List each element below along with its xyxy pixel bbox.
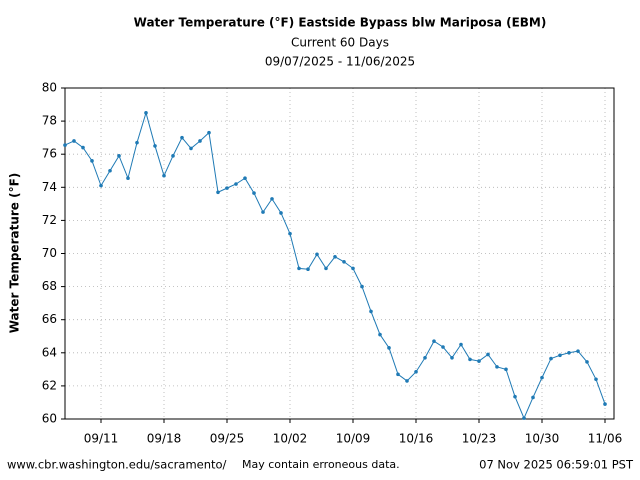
footer-note: May contain erroneous data. [242,458,400,471]
data-point [594,377,598,382]
y-tick-label: 70 [42,246,57,260]
data-point [342,259,346,264]
data-point [288,231,292,236]
data-point [108,168,112,173]
data-point [378,332,382,337]
y-tick-label: 76 [42,147,57,161]
data-point [405,379,409,383]
data-point [180,135,184,140]
chart-subtitle: Current 60 Days [291,36,389,50]
data-point [90,159,94,163]
footer-url: www.cbr.washington.edu/sacramento/ [7,458,227,472]
data-point [441,345,445,349]
data-point [513,394,517,399]
data-point [99,183,103,188]
x-tick-label: 11/06 [588,432,623,446]
data-point [333,255,337,259]
data-point [396,372,400,377]
data-point [306,267,310,272]
data-point [450,355,454,360]
data-point [63,143,67,147]
data-point [459,342,463,347]
data-point [549,356,553,361]
data-point [369,309,373,314]
x-tick-label: 10/30 [525,432,560,446]
x-tick-label: 09/11 [84,432,119,446]
y-tick-label: 72 [42,213,57,227]
data-point [207,130,211,135]
data-point [414,370,418,374]
y-tick-label: 60 [42,412,57,426]
y-tick-label: 74 [42,180,57,194]
data-point [126,176,130,180]
data-point [603,402,607,406]
data-point [297,266,301,271]
y-tick-label: 68 [42,279,57,293]
data-point [198,139,202,143]
x-tick-label: 10/02 [273,432,308,446]
x-tick-label: 10/09 [336,432,371,446]
x-tick-label: 09/25 [210,432,245,446]
data-point [135,140,139,145]
data-point [315,252,319,257]
data-point [261,210,265,214]
data-line [64,111,606,420]
data-point [225,186,229,190]
data-point [585,360,589,364]
x-tick-label: 09/18 [147,432,182,446]
data-point [423,355,427,360]
data-point [360,284,364,289]
data-point [540,375,544,380]
data-point [162,173,166,178]
data-point [171,154,175,158]
data-point [189,146,193,151]
data-point [72,139,76,143]
data-point [351,266,355,271]
date-range: 09/07/2025 - 11/06/2025 [265,55,415,69]
y-axis-label: Water Temperature (°F) [8,173,22,334]
data-point [243,176,247,180]
data-point [387,346,391,350]
data-point [495,365,499,369]
data-point [81,145,85,150]
data-point [252,191,256,195]
data-point [117,154,121,158]
data-point [432,339,436,344]
x-tick-label: 10/23 [462,432,497,446]
x-tick-label: 10/16 [399,432,434,446]
plot-frame [64,87,615,420]
data-point [477,359,481,363]
data-point [216,190,220,195]
data-point [558,353,562,358]
data-point [144,111,148,115]
data-point [270,197,274,201]
data-point [279,211,283,215]
data-point [468,357,472,362]
data-point [522,416,526,420]
data-point [531,395,535,400]
chart-title: Water Temperature (°F) Eastside Bypass b… [134,16,547,30]
y-tick-label: 78 [42,114,57,128]
y-tick-label: 80 [42,81,57,95]
data-point [567,351,571,355]
data-point [234,182,238,186]
data-point [576,349,580,353]
y-tick-label: 64 [42,345,57,359]
y-tick-label: 66 [42,312,57,326]
data-point [153,144,157,148]
data-point [324,266,328,271]
data-point [504,367,508,372]
timestamp: 07 Nov 2025 06:59:01 PST [479,458,634,472]
data-point [486,352,490,357]
y-tick-label: 62 [42,378,57,392]
